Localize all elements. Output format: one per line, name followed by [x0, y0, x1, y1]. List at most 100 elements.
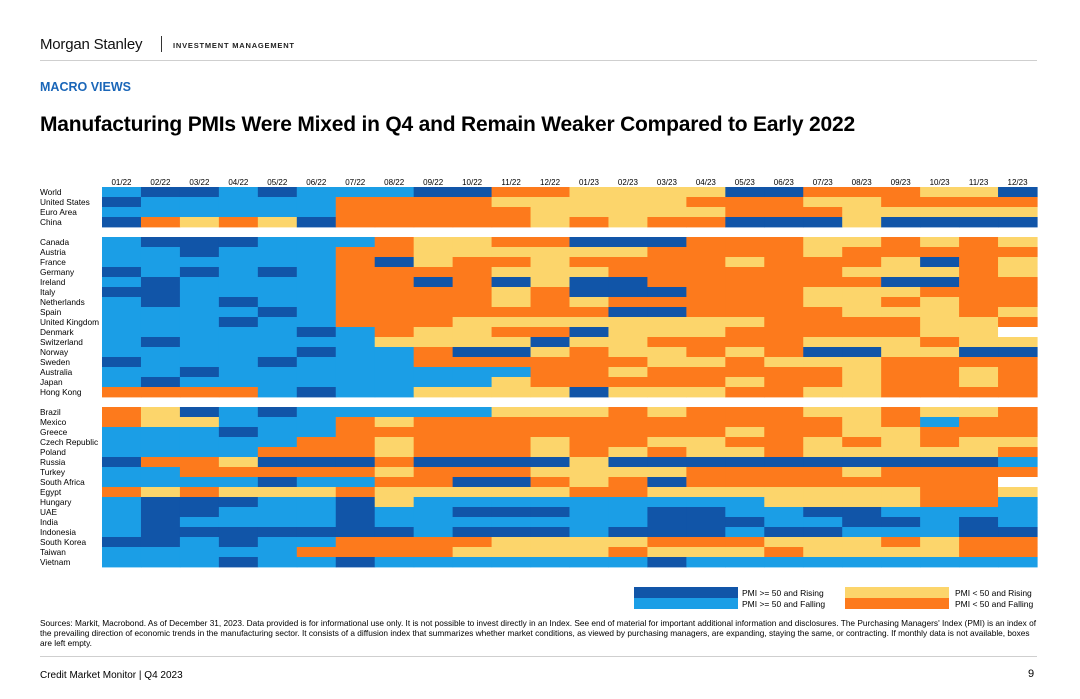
- heatmap-cell: [608, 187, 649, 198]
- heatmap-cell: [218, 237, 259, 248]
- brand-logo: Morgan Stanley: [40, 36, 143, 53]
- heatmap-cell: [569, 357, 610, 368]
- heatmap-cell: [920, 267, 960, 278]
- heatmap-cell: [491, 327, 532, 338]
- heatmap-cell: [179, 347, 220, 358]
- heatmap-cell: [686, 347, 726, 358]
- heatmap-cell: [764, 307, 804, 318]
- heatmap-cell: [959, 317, 999, 328]
- heatmap-cell: [998, 527, 1038, 538]
- heatmap-cell: [102, 347, 142, 358]
- heatmap-cell: [179, 487, 220, 498]
- country-label: Vietnam: [40, 557, 70, 567]
- heatmap-cell: [491, 197, 532, 208]
- heatmap-cell: [413, 187, 454, 198]
- heatmap-cell: [140, 277, 181, 288]
- heatmap-cell: [530, 487, 571, 498]
- month-label: 06/23: [774, 178, 795, 187]
- heatmap-cell: [647, 327, 687, 338]
- heatmap-cell: [803, 377, 843, 388]
- heatmap-cell: [608, 367, 649, 378]
- heatmap-cell: [140, 357, 181, 368]
- heatmap-cell: [374, 287, 415, 298]
- heatmap-cell: [764, 217, 804, 228]
- heatmap-cell: [959, 237, 999, 248]
- heatmap-cell: [257, 187, 298, 198]
- heatmap-cell: [569, 277, 610, 288]
- heatmap-cell: [102, 257, 142, 268]
- heatmap-cell: [998, 537, 1038, 548]
- heatmap-cell: [842, 557, 882, 568]
- heatmap-cell: [881, 387, 921, 398]
- heatmap-cell: [881, 377, 921, 388]
- heatmap-cell: [530, 377, 571, 388]
- heatmap-cell: [842, 327, 882, 338]
- heatmap-cell: [842, 457, 882, 468]
- heatmap-cell: [959, 357, 999, 368]
- country-label: Netherlands: [40, 297, 85, 307]
- heatmap-cell: [881, 187, 921, 198]
- heatmap-cell: [647, 247, 687, 258]
- heatmap-cell: [686, 497, 726, 508]
- heatmap-cell: [647, 367, 687, 378]
- heatmap-cell: [491, 267, 532, 278]
- country-label: Brazil: [40, 407, 61, 417]
- heatmap-cell: [452, 207, 493, 218]
- heatmap-cell: [257, 537, 298, 548]
- country-label: Switzerland: [40, 337, 83, 347]
- heatmap-cell: [218, 297, 259, 308]
- heatmap-cell: [608, 357, 649, 368]
- heatmap-cell: [725, 377, 765, 388]
- heatmap-cell: [764, 347, 804, 358]
- heatmap-cell: [452, 327, 493, 338]
- heatmap-cell: [140, 307, 181, 318]
- heatmap-cell: [102, 537, 142, 548]
- heatmap-cell: [881, 457, 921, 468]
- heatmap-cell: [491, 297, 532, 308]
- country-label: Poland: [40, 447, 66, 457]
- heatmap-cell: [569, 427, 610, 438]
- heatmap-cell: [647, 217, 687, 228]
- heatmap-cell: [803, 437, 843, 448]
- heatmap-cell: [881, 427, 921, 438]
- heatmap-cell: [296, 197, 337, 208]
- month-label: 09/23: [891, 178, 912, 187]
- heatmap-cell: [179, 407, 220, 418]
- heatmap-cell: [959, 467, 999, 478]
- heatmap-cell: [647, 197, 687, 208]
- heatmap-cell: [102, 327, 142, 338]
- country-label: United Kingdom: [40, 317, 99, 327]
- heatmap-cell: [725, 467, 765, 478]
- heatmap-cell: [374, 277, 415, 288]
- heatmap-cell: [725, 257, 765, 268]
- heatmap-cell: [881, 297, 921, 308]
- heatmap-cell: [179, 197, 220, 208]
- heatmap-cell: [959, 217, 999, 228]
- heatmap-cell: [569, 437, 610, 448]
- heatmap-cell: [725, 247, 765, 258]
- heatmap-cell: [374, 317, 415, 328]
- heatmap-cell: [803, 337, 843, 348]
- heatmap-cell: [102, 247, 142, 258]
- heatmap-cell: [959, 307, 999, 318]
- heatmap-cell: [920, 247, 960, 258]
- heatmap-cell: [218, 537, 259, 548]
- heatmap-cell: [296, 287, 337, 298]
- heatmap-cell: [102, 417, 142, 428]
- country-label: Taiwan: [40, 547, 66, 557]
- heatmap-cell: [491, 407, 532, 418]
- heatmap-cell: [491, 287, 532, 298]
- country-label: Turkey: [40, 467, 66, 477]
- footer-publication: Credit Market Monitor | Q4 2023: [40, 670, 183, 681]
- heatmap-cell: [647, 277, 687, 288]
- heatmap-cell: [842, 407, 882, 418]
- heatmap-cell: [335, 327, 376, 338]
- heatmap-cell: [452, 557, 493, 568]
- heatmap-cell: [842, 537, 882, 548]
- heatmap-cell: [257, 317, 298, 328]
- heatmap-cell: [491, 557, 532, 568]
- heatmap-cell: [647, 427, 687, 438]
- heatmap-cell: [335, 367, 376, 378]
- heatmap-cell: [803, 247, 843, 258]
- heatmap-cell: [686, 417, 726, 428]
